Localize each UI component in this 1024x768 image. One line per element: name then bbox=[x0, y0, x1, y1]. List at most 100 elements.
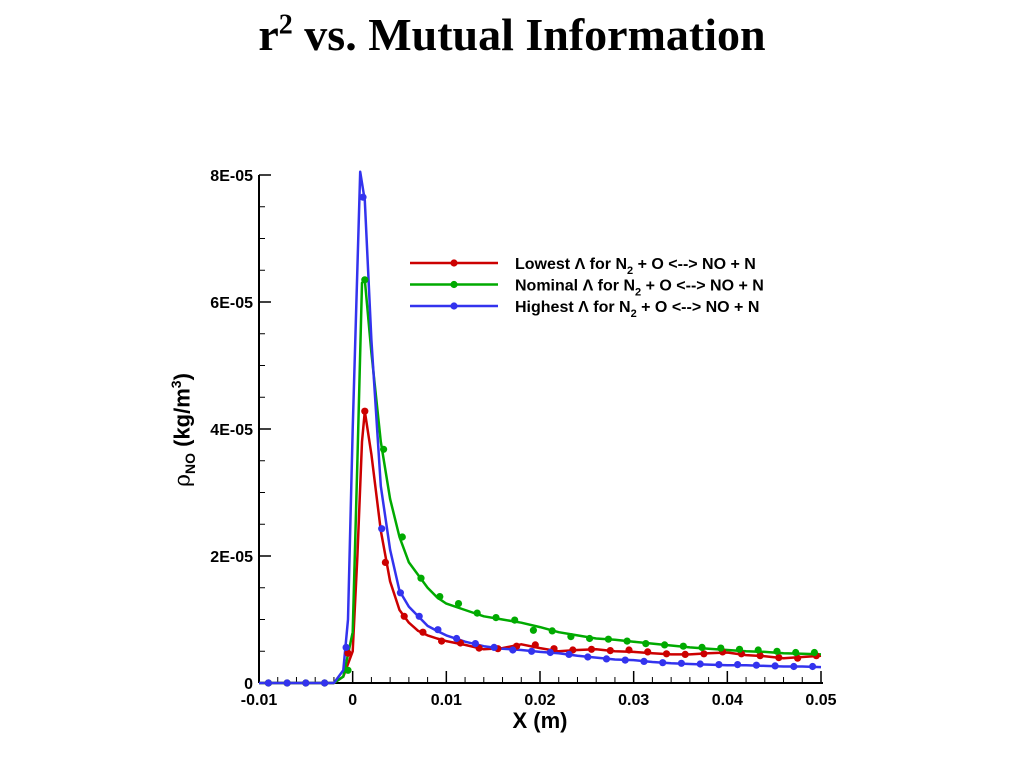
series-1-point bbox=[625, 646, 633, 654]
series-2-point bbox=[735, 645, 744, 653]
series-3-point bbox=[677, 659, 686, 667]
x-tick-label: 0.05 bbox=[805, 692, 836, 709]
x-tick-label: 0.04 bbox=[712, 692, 743, 709]
series-1-point bbox=[644, 648, 652, 656]
series-1-point bbox=[400, 612, 408, 620]
y-label-sup: 3 bbox=[168, 380, 185, 389]
y-axis-label: ρNO (kg/m3) bbox=[168, 373, 198, 487]
series-1-point bbox=[700, 650, 708, 658]
x-tick-label: 0 bbox=[348, 692, 357, 709]
series-3-point bbox=[321, 679, 329, 687]
series-2-point bbox=[586, 634, 594, 643]
y-tick-label: 4E-05 bbox=[210, 422, 253, 439]
series-3-point bbox=[809, 662, 817, 671]
series-3-point bbox=[640, 657, 648, 666]
series-1-point bbox=[756, 652, 764, 660]
y-tick-label: 0 bbox=[244, 676, 253, 693]
series-3-point bbox=[771, 662, 779, 670]
series-1-point bbox=[361, 407, 369, 415]
series-3-point bbox=[378, 525, 386, 533]
x-tick-label: -0.01 bbox=[241, 692, 278, 709]
series-2-point bbox=[717, 644, 725, 652]
series-2-point bbox=[511, 616, 519, 624]
series-3-point bbox=[283, 679, 291, 687]
series-2-point bbox=[642, 640, 650, 648]
series-3-point bbox=[359, 193, 367, 201]
series-3-point bbox=[415, 612, 423, 620]
series-3-point bbox=[264, 679, 272, 687]
series-1-point bbox=[587, 645, 596, 653]
legend-marker-2 bbox=[450, 280, 458, 289]
series-2-point bbox=[380, 445, 388, 453]
y-label-sub: NO bbox=[181, 452, 198, 474]
legend-marker-3 bbox=[450, 302, 458, 310]
series-3-point bbox=[434, 626, 442, 634]
series-2-point bbox=[473, 609, 481, 617]
series-2-point bbox=[417, 574, 425, 582]
series-1-point bbox=[681, 650, 689, 659]
y-label-text: (kg/m bbox=[169, 388, 195, 453]
series-1-point bbox=[344, 649, 352, 657]
y-tick-label: 2E-05 bbox=[210, 549, 253, 566]
series-2-point bbox=[698, 643, 706, 652]
series-3-point bbox=[342, 643, 350, 652]
y-tick-label: 6E-05 bbox=[210, 295, 253, 312]
series-2-point bbox=[623, 637, 631, 645]
series-3-point bbox=[734, 661, 742, 669]
legend-marker-1 bbox=[450, 259, 458, 267]
series-line-2 bbox=[259, 278, 822, 685]
series-3-point bbox=[528, 647, 536, 655]
series-2-point bbox=[810, 648, 819, 657]
series-3-point bbox=[565, 650, 573, 659]
series-2-point bbox=[567, 633, 575, 641]
series-3-point bbox=[546, 648, 554, 657]
title-base: r bbox=[258, 9, 279, 60]
series-2-point bbox=[492, 614, 500, 622]
series-line-3 bbox=[259, 170, 822, 685]
y-tick-label: 8E-05 bbox=[210, 168, 253, 185]
series-3-point bbox=[490, 643, 498, 652]
series-2-point bbox=[773, 647, 781, 655]
series-1-point bbox=[662, 650, 671, 658]
series-3-point bbox=[696, 660, 704, 668]
series-3-point bbox=[509, 646, 517, 654]
series-3-point bbox=[302, 679, 310, 687]
title-exponent: 2 bbox=[278, 9, 293, 41]
series-2-point bbox=[661, 641, 669, 649]
series-3-point bbox=[396, 589, 404, 597]
x-tick-label: 0.02 bbox=[524, 692, 555, 709]
series-3-point bbox=[621, 656, 629, 664]
series-2-point bbox=[398, 533, 406, 541]
series-1-point bbox=[419, 628, 427, 636]
x-axis-label: X (m) bbox=[513, 708, 568, 733]
series-2-point bbox=[548, 627, 556, 635]
legend-label-2: Nominal Λ for N2 + O <--> NO + N bbox=[515, 278, 764, 299]
slide-title: r2 vs. Mutual Information bbox=[0, 8, 1024, 61]
series-2-point bbox=[604, 635, 613, 643]
series-3-point bbox=[752, 661, 761, 669]
series-3-point bbox=[715, 661, 723, 669]
series-2-point bbox=[529, 626, 538, 634]
series-lines bbox=[259, 170, 822, 685]
series-2-point bbox=[454, 600, 463, 608]
series-2-point bbox=[754, 646, 762, 654]
legend-label-3: Highest Λ for N2 + O <--> NO + N bbox=[515, 299, 759, 320]
series-points bbox=[264, 193, 820, 687]
series-2-point bbox=[361, 276, 369, 284]
y-label-symbol: ρ bbox=[170, 473, 196, 487]
y-label-close: ) bbox=[169, 373, 195, 381]
series-line-1 bbox=[259, 409, 822, 685]
series-1-point bbox=[606, 647, 614, 655]
series-1-point bbox=[438, 637, 446, 645]
series-1-point bbox=[775, 654, 783, 662]
x-tick-label: 0.03 bbox=[618, 692, 649, 709]
title-text: vs. Mutual Information bbox=[304, 9, 766, 60]
series-3-point bbox=[584, 653, 592, 661]
series-1-point bbox=[381, 558, 389, 567]
series-1-point bbox=[794, 654, 802, 662]
series-2-point bbox=[436, 593, 444, 601]
series-3-point bbox=[471, 640, 479, 648]
series-3-point bbox=[659, 659, 667, 667]
